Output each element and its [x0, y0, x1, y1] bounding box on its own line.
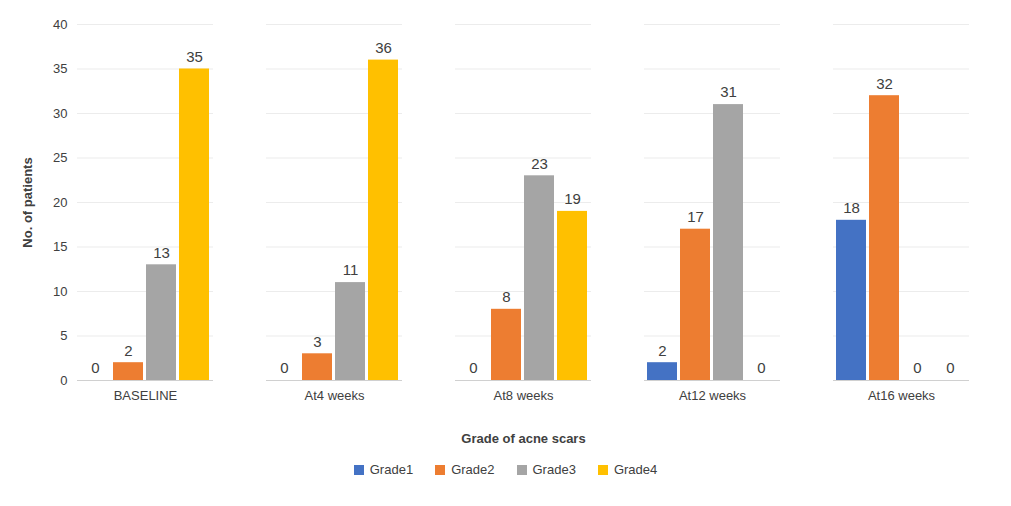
svg-text:0: 0 — [757, 359, 765, 376]
svg-text:35: 35 — [186, 48, 203, 65]
svg-text:10: 10 — [53, 284, 67, 299]
svg-text:32: 32 — [876, 75, 893, 92]
svg-text:11: 11 — [343, 261, 359, 278]
svg-text:30: 30 — [53, 106, 67, 121]
svg-text:19: 19 — [564, 190, 581, 207]
svg-text:31: 31 — [720, 83, 737, 100]
svg-text:40: 40 — [53, 17, 67, 32]
svg-text:15: 15 — [53, 239, 67, 254]
svg-text:13: 13 — [153, 244, 170, 261]
svg-text:20: 20 — [53, 195, 67, 210]
svg-text:No. of patients: No. of patients — [20, 157, 35, 247]
html-text:Grade2: Grade2 — [451, 462, 495, 477]
svg-text:17: 17 — [687, 208, 704, 225]
svg-text:0: 0 — [91, 359, 99, 376]
svg-text:BASELINE: BASELINE — [114, 388, 178, 403]
html-text:Grade3: Grade3 — [532, 462, 576, 477]
html-text:Grade1: Grade1 — [369, 462, 414, 477]
svg-text:2: 2 — [658, 342, 666, 359]
html-text:Grade4: Grade4 — [613, 462, 658, 477]
svg-text:0: 0 — [60, 373, 67, 388]
svg-text:0: 0 — [280, 359, 288, 376]
svg-text:0: 0 — [913, 359, 921, 376]
svg-text:0: 0 — [469, 359, 477, 376]
svg-text:25: 25 — [53, 150, 67, 165]
svg-text:0: 0 — [946, 359, 954, 376]
svg-text:At16 weeks: At16 weeks — [868, 388, 936, 403]
svg-text:At12 weeks: At12 weeks — [679, 388, 747, 403]
svg-text:35: 35 — [53, 61, 67, 76]
svg-text:36: 36 — [375, 39, 392, 56]
svg-text:Grade of acne scars: Grade of acne scars — [461, 431, 585, 446]
svg-text:2: 2 — [124, 342, 132, 359]
svg-text:At4 weeks: At4 weeks — [305, 388, 365, 403]
svg-text:18: 18 — [843, 199, 860, 216]
svg-text:3: 3 — [313, 333, 321, 350]
svg-text:At8 weeks: At8 weeks — [494, 388, 554, 403]
svg-text:5: 5 — [60, 328, 67, 343]
svg-text:23: 23 — [531, 155, 548, 172]
svg-text:8: 8 — [502, 288, 510, 305]
